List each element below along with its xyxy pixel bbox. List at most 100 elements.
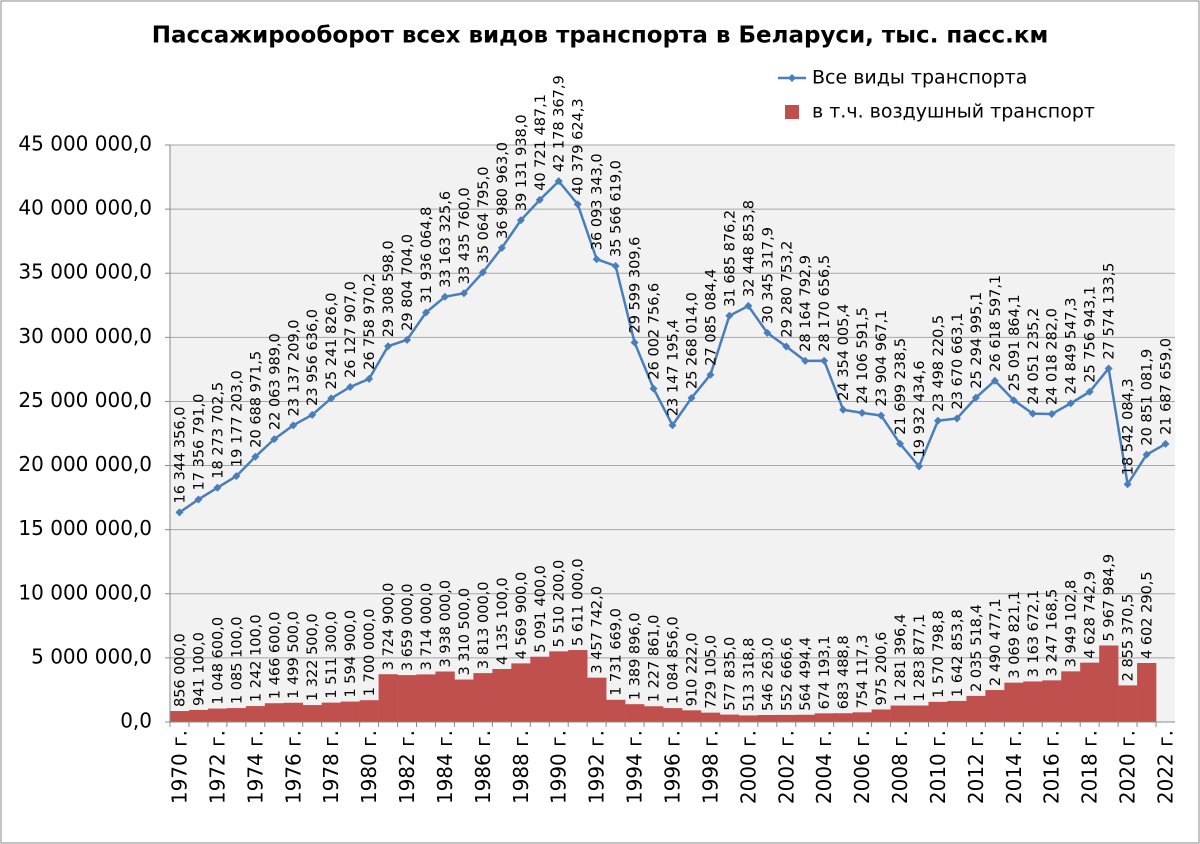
data-label: 27 085 084,4 bbox=[703, 269, 719, 366]
data-label: 1 085 100,0 bbox=[229, 616, 245, 704]
x-tick-label: 1986 г. bbox=[471, 730, 495, 804]
data-label: 31 685 876,2 bbox=[722, 210, 738, 307]
marker bbox=[194, 495, 203, 504]
data-label: 29 804 704,0 bbox=[400, 234, 416, 331]
data-label: 1 731 669,0 bbox=[609, 608, 625, 696]
bar bbox=[302, 705, 322, 722]
x-tick-label: 2008 г. bbox=[888, 730, 912, 804]
marker bbox=[1009, 396, 1018, 405]
bar bbox=[397, 675, 417, 722]
data-label: 910 222,0 bbox=[684, 633, 700, 707]
bar bbox=[681, 710, 702, 722]
data-label: 1 700 000,0 bbox=[362, 609, 378, 697]
bar bbox=[625, 704, 645, 722]
bar bbox=[1137, 662, 1157, 722]
data-label: 32 448 853,8 bbox=[741, 200, 757, 297]
data-label: 754 117,3 bbox=[855, 635, 871, 709]
data-label: 31 936 064,8 bbox=[419, 207, 435, 304]
bar bbox=[435, 671, 455, 722]
bar bbox=[871, 709, 891, 722]
bar bbox=[283, 702, 304, 722]
x-tick-label: 1976 г. bbox=[281, 730, 305, 804]
data-label: 3 724 900,0 bbox=[381, 583, 397, 671]
data-label: 5 967 984,9 bbox=[1102, 554, 1118, 642]
bar bbox=[985, 690, 1005, 722]
marker bbox=[706, 370, 715, 379]
marker bbox=[592, 255, 601, 264]
marker bbox=[440, 292, 449, 301]
x-tick-label: 1998 г. bbox=[698, 730, 722, 804]
data-label: 4 135 100,0 bbox=[495, 577, 511, 665]
data-label: 36 980 963,0 bbox=[495, 142, 511, 239]
bar bbox=[663, 708, 683, 722]
data-label: 40 721 487,1 bbox=[533, 94, 549, 191]
bar bbox=[1080, 662, 1100, 722]
x-tick-label: 1984 г. bbox=[433, 730, 457, 804]
data-label: 19 177 203,0 bbox=[229, 370, 245, 467]
x-tick-label: 1994 г. bbox=[623, 730, 647, 804]
data-label: 39 131 938,0 bbox=[514, 114, 530, 211]
y-tick-label: 30 000 000,0 bbox=[18, 324, 152, 348]
marker bbox=[1066, 399, 1075, 408]
data-label: 513 318,8 bbox=[741, 638, 757, 712]
x-tick-label: 2012 г. bbox=[964, 730, 988, 804]
marker bbox=[403, 335, 412, 344]
data-label: 4 602 290,5 bbox=[1140, 571, 1156, 659]
data-label: 17 356 791,0 bbox=[191, 394, 207, 491]
data-label: 23 904 967,1 bbox=[874, 310, 890, 407]
bar bbox=[416, 674, 436, 722]
legend-label: Все виды транспорта bbox=[812, 67, 1027, 89]
bar bbox=[966, 695, 986, 722]
data-label: 25 756 943,1 bbox=[1083, 286, 1099, 383]
x-tick-label: 2010 г. bbox=[926, 730, 950, 804]
chart-title: Пассажирооборот всех видов транспорта в … bbox=[152, 23, 1049, 49]
data-label: 3 714 000,0 bbox=[419, 583, 435, 671]
marker bbox=[497, 243, 506, 252]
marker bbox=[573, 200, 582, 209]
bar bbox=[776, 714, 797, 722]
y-tick-label: 10 000 000,0 bbox=[18, 580, 152, 604]
marker bbox=[915, 462, 924, 471]
data-label: 23 670 663,1 bbox=[950, 313, 966, 410]
x-tick-label: 2018 г. bbox=[1078, 730, 1102, 804]
marker bbox=[478, 268, 487, 277]
data-label: 24 849 547,3 bbox=[1064, 298, 1080, 395]
marker bbox=[990, 376, 999, 385]
data-label: 1 642 853,8 bbox=[950, 609, 966, 697]
data-label: 3 247 168,5 bbox=[1045, 589, 1061, 677]
marker bbox=[782, 342, 791, 351]
bar bbox=[1004, 682, 1024, 722]
data-label: 4 569 900,0 bbox=[514, 572, 530, 660]
data-label: 29 599 309,6 bbox=[628, 237, 644, 334]
bar bbox=[606, 699, 626, 722]
bar bbox=[1023, 681, 1043, 722]
data-label: 26 618 597,1 bbox=[988, 275, 1004, 372]
data-label: 1 466 600,0 bbox=[267, 612, 283, 700]
x-tick-label: 2004 г. bbox=[812, 730, 836, 804]
x-tick-label: 1988 г. bbox=[509, 730, 533, 804]
bar bbox=[1042, 680, 1062, 722]
bar bbox=[909, 705, 929, 722]
data-label: 729 105,0 bbox=[703, 635, 719, 709]
bar bbox=[207, 708, 228, 722]
bar bbox=[700, 712, 721, 722]
marker bbox=[421, 308, 430, 317]
data-label: 24 051 235,2 bbox=[1026, 308, 1042, 405]
bar bbox=[492, 668, 512, 722]
plot-area bbox=[170, 145, 1175, 722]
data-label: 3 310 500,0 bbox=[457, 588, 473, 676]
data-label: 1 227 861,0 bbox=[647, 615, 663, 703]
data-label: 42 178 367,9 bbox=[552, 75, 568, 172]
marker bbox=[971, 393, 980, 402]
data-label: 29 308 598,0 bbox=[381, 240, 397, 337]
data-label: 674 193,1 bbox=[817, 636, 833, 710]
bar bbox=[340, 701, 360, 722]
bar bbox=[1099, 645, 1119, 722]
data-label: 28 164 792,9 bbox=[798, 255, 814, 352]
marker bbox=[327, 394, 336, 403]
y-tick-label: 35 000 000,0 bbox=[18, 260, 152, 284]
marker bbox=[1047, 410, 1056, 419]
marker bbox=[801, 356, 810, 365]
data-label: 23 147 195,4 bbox=[666, 319, 682, 416]
